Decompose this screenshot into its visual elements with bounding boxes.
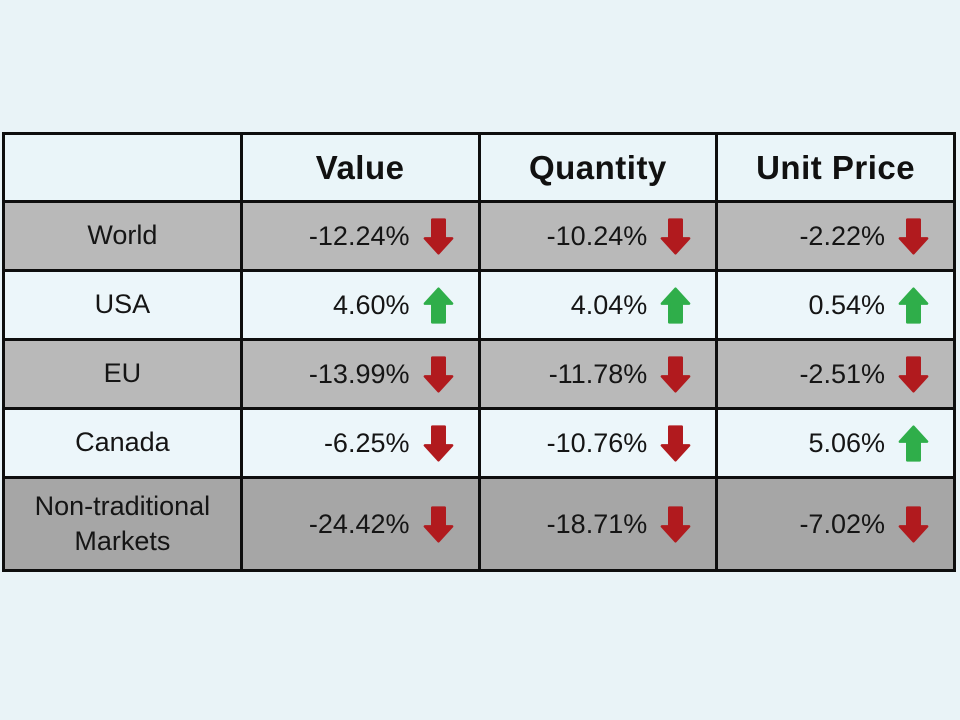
data-cell: 4.60%: [239, 269, 481, 341]
table-row: Non-traditional Markets -24.42% -18.71%: [2, 476, 956, 572]
corner-cell: [2, 132, 243, 203]
down-arrow-icon: [423, 355, 454, 394]
data-cell: 4.04%: [477, 269, 719, 341]
down-arrow-icon: [660, 355, 691, 394]
down-arrow-icon: [423, 424, 454, 463]
data-cell: -18.71%: [477, 476, 719, 572]
cell-value: -24.42%: [308, 508, 410, 539]
cell-value: -13.99%: [308, 358, 410, 389]
data-cell: -2.22%: [715, 200, 956, 272]
cell-value: 5.06%: [808, 427, 885, 458]
data-cell: -13.99%: [239, 338, 481, 410]
row-label: World: [2, 200, 243, 272]
data-cell: -10.24%: [477, 200, 719, 272]
data-cell: -10.76%: [477, 407, 719, 479]
trade-change-table: Value Quantity Unit Price World -12.24% …: [2, 132, 956, 572]
data-cell: -6.25%: [239, 407, 481, 479]
cell-value: -6.25%: [323, 427, 410, 458]
cell-value: -18.71%: [546, 508, 648, 539]
row-label: EU: [2, 338, 243, 410]
data-cell: -12.24%: [239, 200, 481, 272]
row-label: Canada: [2, 407, 243, 479]
row-label: USA: [2, 269, 243, 341]
down-arrow-icon: [898, 355, 929, 394]
table-row: EU -13.99% -11.78%: [2, 338, 956, 410]
up-arrow-icon: [898, 424, 929, 463]
cell-value: -11.78%: [548, 358, 648, 389]
header-row: Value Quantity Unit Price: [2, 132, 956, 203]
down-arrow-icon: [423, 217, 454, 256]
up-arrow-icon: [423, 286, 454, 325]
table-row: USA 4.60% 4.04%: [2, 269, 956, 341]
cell-value: -7.02%: [799, 508, 885, 539]
up-arrow-icon: [660, 286, 691, 325]
column-header-quantity: Quantity: [477, 132, 719, 203]
data-cell: -11.78%: [477, 338, 719, 410]
data-cell: 0.54%: [715, 269, 956, 341]
column-header-unit-price: Unit Price: [715, 132, 956, 203]
cell-value: -10.76%: [546, 427, 648, 458]
down-arrow-icon: [660, 424, 691, 463]
cell-value: -2.51%: [799, 358, 885, 389]
data-cell: -2.51%: [715, 338, 956, 410]
down-arrow-icon: [898, 217, 929, 256]
table-row: World -12.24% -10.24%: [2, 200, 956, 272]
row-label: Non-traditional Markets: [2, 476, 243, 572]
cell-value: 4.60%: [332, 289, 410, 320]
cell-value: -10.24%: [546, 220, 648, 251]
table-row: Canada -6.25% -10.76%: [2, 407, 956, 479]
down-arrow-icon: [660, 505, 691, 544]
data-cell: -7.02%: [715, 476, 956, 572]
column-header-value: Value: [239, 132, 481, 203]
up-arrow-icon: [898, 286, 929, 325]
cell-value: 4.04%: [570, 289, 648, 320]
cell-value: -2.22%: [799, 220, 885, 251]
cell-value: 0.54%: [808, 289, 885, 320]
down-arrow-icon: [423, 505, 454, 544]
down-arrow-icon: [898, 505, 929, 544]
down-arrow-icon: [660, 217, 691, 256]
cell-value: -12.24%: [308, 220, 410, 251]
data-cell: -24.42%: [239, 476, 481, 572]
data-cell: 5.06%: [715, 407, 956, 479]
